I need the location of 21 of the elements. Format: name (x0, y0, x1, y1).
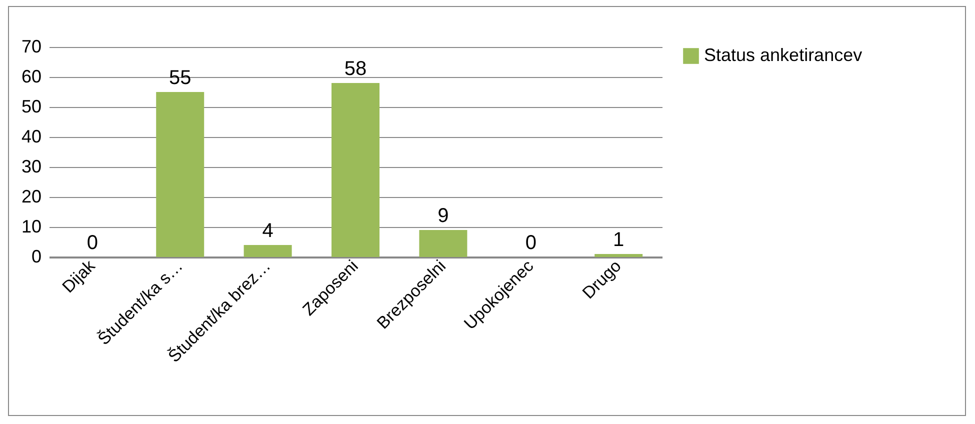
y-tick-label: 0 (31, 246, 42, 266)
bar (156, 92, 204, 257)
bar (594, 254, 643, 257)
legend-label: Status anketirancev (704, 45, 862, 65)
data-label: 55 (168, 67, 192, 89)
y-tick-label: 30 (21, 156, 42, 176)
data-label: 4 (262, 220, 274, 242)
y-tick-label: 40 (21, 126, 42, 146)
y-tick-label: 10 (21, 216, 42, 236)
bar (244, 245, 292, 257)
data-label: 0 (86, 232, 98, 254)
y-tick-label: 70 (21, 36, 42, 56)
bar (419, 230, 468, 257)
y-tick-label: 50 (21, 96, 42, 116)
bar (332, 83, 380, 257)
data-label: 9 (438, 205, 449, 227)
data-label: 1 (613, 229, 624, 251)
y-tick-label: 20 (21, 186, 42, 206)
data-label: 0 (525, 232, 536, 254)
data-label: 58 (344, 58, 367, 80)
y-tick-label: 60 (21, 66, 42, 86)
